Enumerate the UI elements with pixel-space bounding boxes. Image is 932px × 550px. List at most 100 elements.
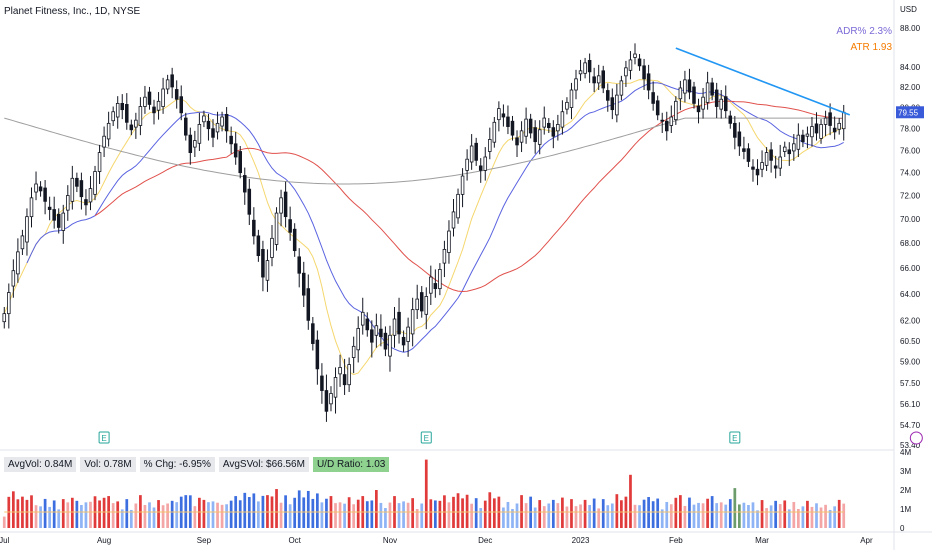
volume-bar [411, 498, 415, 528]
ma-long-line [4, 117, 844, 185]
volume-bar [16, 499, 20, 528]
dividend-icon[interactable] [909, 431, 923, 445]
volume-bar [828, 509, 832, 528]
volume-bar [25, 499, 29, 528]
volume-bar [806, 500, 809, 528]
candle-body [429, 276, 433, 294]
candle-body [370, 329, 374, 343]
candle-body [247, 188, 252, 215]
volume-bar [824, 504, 827, 528]
ma-mid-line [26, 82, 844, 353]
candle-body [152, 106, 156, 114]
volume-bar [134, 503, 138, 528]
volume-bar [606, 505, 610, 528]
volume-bar [129, 509, 133, 528]
candle [351, 336, 356, 374]
candle-body [483, 156, 488, 171]
candle-body [596, 75, 601, 84]
candle [737, 122, 742, 156]
candle [238, 146, 242, 179]
candle [801, 129, 805, 148]
candle-body [782, 146, 787, 152]
volume-bar [306, 490, 310, 528]
candle-body [814, 123, 819, 134]
earnings-icon[interactable] [729, 431, 741, 444]
stat-badge: AvgSVol: $66.56M [218, 457, 309, 472]
volume-bar [765, 508, 768, 528]
candle-body [764, 152, 769, 166]
candle-body [805, 133, 810, 137]
candle [61, 204, 66, 244]
candle [165, 74, 170, 95]
volume-bar [615, 494, 619, 528]
candle-body [211, 128, 215, 138]
candle [537, 120, 542, 155]
volume-bar [116, 501, 120, 528]
candle [714, 82, 719, 119]
volume-bar [461, 498, 464, 528]
volume-bar [769, 505, 773, 528]
volume-bar [216, 502, 219, 528]
y-tick-label: 60.50 [900, 337, 921, 346]
candle [433, 269, 438, 298]
candle [469, 134, 474, 170]
candle [610, 88, 615, 120]
candle-body [592, 76, 596, 84]
candle [406, 317, 410, 357]
candle-body [292, 228, 297, 252]
earnings-icon[interactable] [98, 431, 110, 444]
candle-body [556, 124, 560, 132]
candle [206, 113, 211, 141]
candle [261, 240, 265, 292]
y-tick-label: 82.00 [900, 83, 921, 92]
candle-body [465, 158, 469, 171]
x-tick-label: Dec [478, 536, 492, 545]
candle-body [88, 188, 93, 203]
candle [115, 96, 120, 129]
candle [619, 75, 624, 101]
last-price-badge [896, 106, 924, 119]
candle [805, 126, 810, 149]
y-tick-label: 84.00 [900, 63, 921, 72]
volume-bar [819, 507, 823, 528]
volume-bar [778, 504, 782, 528]
y-tick-label: 56.10 [900, 400, 921, 409]
candle-body [315, 339, 320, 370]
candle [596, 64, 601, 91]
candle [574, 69, 578, 100]
candle [279, 189, 283, 227]
volume-bar [747, 505, 750, 528]
volume-bar [547, 503, 551, 528]
candle-body [47, 206, 52, 210]
candle-body [134, 119, 138, 128]
volume-bar [370, 500, 374, 528]
volume-bar [728, 499, 732, 528]
candle [769, 142, 773, 173]
candle [637, 54, 642, 71]
candle [587, 53, 592, 83]
candle [16, 238, 20, 283]
candle-body [193, 140, 197, 148]
candle [560, 100, 565, 135]
volume-bar [207, 502, 210, 528]
candle [125, 93, 129, 130]
candle-body [161, 88, 165, 107]
volume-bar [783, 500, 787, 528]
candle [184, 112, 188, 141]
volume-bar [152, 507, 156, 528]
volume-bar [406, 502, 410, 528]
volume-bar [842, 503, 846, 528]
candle-body [34, 183, 38, 193]
candle-body [79, 180, 84, 198]
volume-bar [193, 506, 197, 528]
candle-body [224, 113, 229, 132]
candle [97, 144, 102, 185]
candle-body [38, 186, 43, 192]
earnings-icon[interactable] [420, 431, 432, 444]
candle [782, 141, 787, 157]
candle [129, 119, 134, 136]
candle [678, 80, 683, 111]
candle [733, 115, 737, 150]
